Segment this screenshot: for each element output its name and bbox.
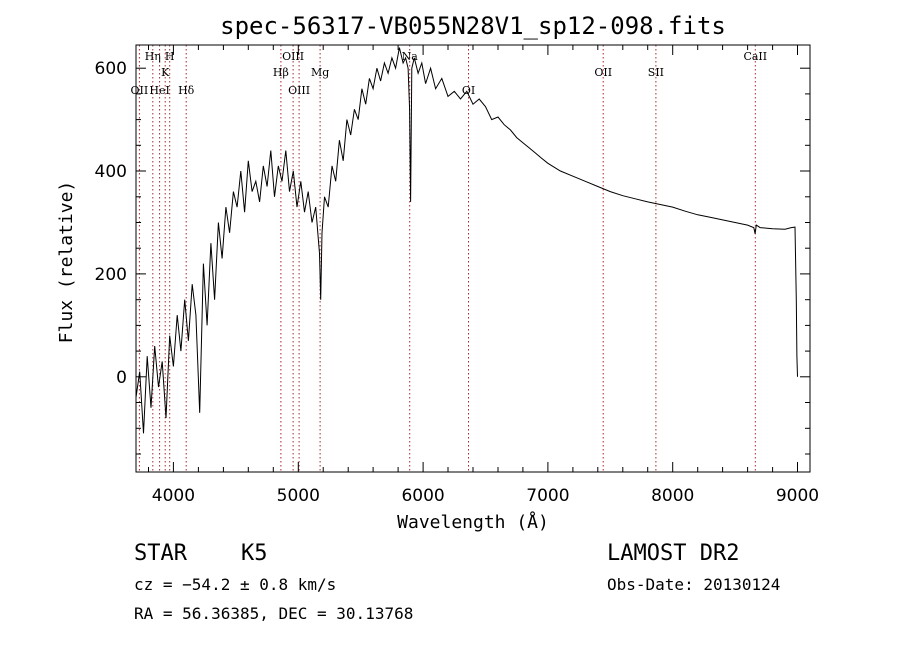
spectral-line-label: Hη — [145, 50, 161, 63]
redshift-velocity: cz = −54.2 ± 0.8 km/s — [134, 575, 336, 594]
spectral-line-label: K — [161, 66, 170, 79]
object-class: STAR — [134, 541, 188, 566]
y-tick-label: 400 — [95, 162, 127, 182]
x-tick-label: 5000 — [277, 486, 320, 506]
spectral-line-label: CaII — [743, 50, 767, 63]
y-tick-label: 600 — [95, 59, 127, 79]
x-tick-label: 9000 — [776, 486, 819, 506]
spectral-line-label: Hβ — [273, 66, 289, 79]
survey-name: LAMOST DR2 — [607, 541, 739, 566]
spectrum-line — [135, 47, 798, 434]
spectral-line-label: OIII — [288, 84, 310, 97]
object-subclass: K5 — [241, 541, 268, 566]
spectral-line-label: OII — [131, 84, 149, 97]
spectral-line-markers — [138, 45, 756, 472]
spectral-line-label: HeI — [149, 84, 169, 97]
spectral-line-label: H — [165, 50, 175, 63]
spectral-line-label: SII — [648, 66, 664, 79]
observation-date: Obs-Date: 20130124 — [607, 575, 780, 594]
x-tick-label: 7000 — [526, 486, 569, 506]
x-tick-label: 6000 — [401, 486, 444, 506]
spectral-line-label: OII — [594, 66, 612, 79]
coordinates: RA = 56.36385, DEC = 30.13768 — [134, 604, 413, 623]
x-axis-ticks: 4000 5000 6000 7000 8000 9000 — [148, 45, 819, 506]
x-tick-label: 8000 — [651, 486, 694, 506]
chart-title: spec-56317-VB055N28V1_sp12-098.fits — [220, 12, 726, 40]
plot-frame — [135, 44, 811, 473]
y-tick-label: 0 — [116, 368, 127, 388]
y-axis-ticks: 0 200 400 600 — [95, 59, 810, 455]
spectral-line-label: Mg — [311, 66, 329, 79]
x-axis-label: Wavelength (Å) — [397, 511, 549, 533]
spectral-line-label: OIII — [282, 50, 304, 63]
x-tick-label: 4000 — [152, 486, 195, 506]
spectral-line-label: Hδ — [178, 84, 195, 97]
y-axis-label: Flux (relative) — [56, 181, 77, 344]
y-tick-label: 200 — [95, 265, 127, 285]
